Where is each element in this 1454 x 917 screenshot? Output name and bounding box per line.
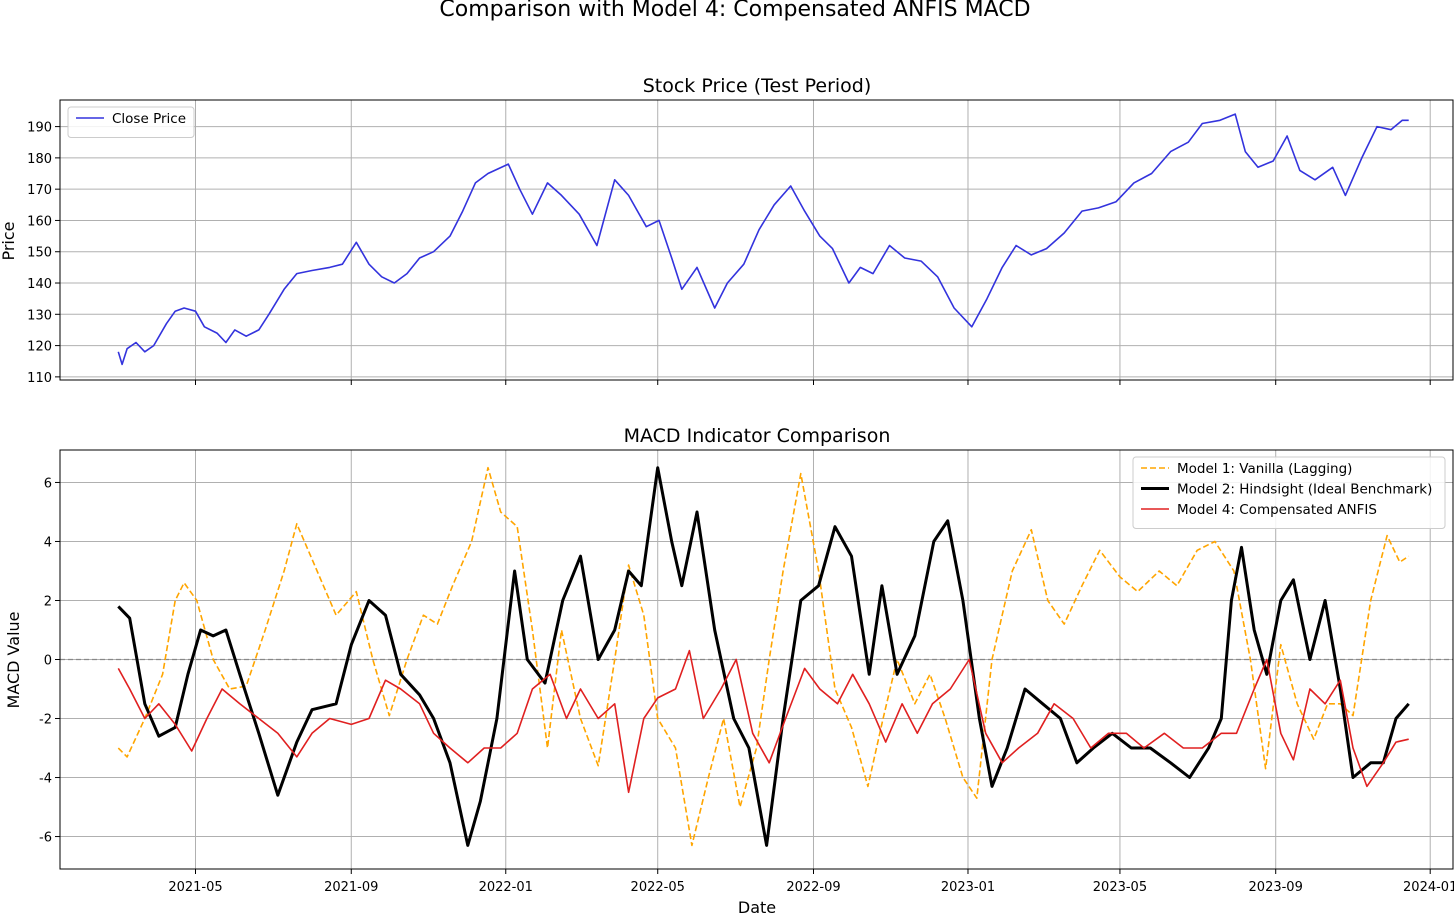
price-panel-title: Stock Price (Test Period) (643, 75, 872, 97)
macd-panel-ylabel: MACD Value (4, 612, 23, 709)
price-grid (60, 100, 1453, 380)
macd-legend-label-2: Model 4: Compensated ANFIS (1177, 502, 1377, 518)
macd-axes-frame (59, 449, 1454, 870)
macd-xtick-label-5: 2023-01 (941, 880, 995, 895)
macd-panel-xlabel: Date (738, 898, 776, 917)
macd-xtick-label-2: 2022-01 (479, 880, 533, 895)
price-legend-box (67, 106, 195, 138)
price-panel-ylabel: Price (0, 221, 18, 260)
macd-ytick-label-5: 4 (44, 535, 52, 550)
macd-legend-label-1: Model 2: Hindsight (Ideal Benchmark) (1177, 482, 1432, 498)
price-ytick-label-4: 150 (27, 246, 52, 261)
macd-series-0 (117, 466, 1410, 847)
macd-ytick-label-6: 6 (44, 476, 52, 491)
macd-ytick-label-0: -6 (39, 831, 52, 846)
macd-ytick-label-3: 0 (44, 654, 52, 669)
macd-panel-title: MACD Indicator Comparison (624, 425, 891, 447)
price-legend: Close Price (67, 106, 195, 138)
macd-xtick-label-7: 2023-09 (1249, 880, 1303, 895)
figure-suptitle: Comparison with Model 4: Compensated ANF… (439, 0, 1030, 22)
price-legend-label-0: Close Price (112, 111, 186, 127)
macd-xtick-label-8: 2024-01 (1403, 880, 1454, 895)
macd-ytick-label-4: 2 (44, 594, 52, 609)
price-ytick-label-6: 170 (27, 183, 52, 198)
price-series-0 (117, 113, 1409, 366)
price-ytick-label-1: 120 (27, 340, 52, 355)
price-ytick-label-0: 110 (27, 371, 52, 386)
macd-ytick-label-1: -4 (39, 772, 52, 787)
price-panel: Stock Price (Test Period) Price 110 120 13… (0, 75, 1454, 386)
macd-ytick-label-2: -2 (39, 713, 52, 728)
price-ytick-label-3: 140 (27, 277, 52, 292)
macd-legend-label-0: Model 1: Vanilla (Lagging) (1177, 461, 1352, 477)
price-axes-frame (59, 99, 1454, 381)
price-ytick-label-2: 130 (27, 308, 52, 323)
price-ytick-label-7: 180 (27, 152, 52, 167)
macd-xtick-label-4: 2022-09 (786, 880, 840, 895)
price-ytick-label-8: 190 (27, 121, 52, 136)
macd-xtick-label-3: 2022-05 (631, 880, 685, 895)
macd-xtick-label-0: 2021-05 (168, 880, 222, 895)
macd-series-1 (117, 466, 1410, 847)
macd-series-2 (117, 649, 1409, 794)
macd-legend: Model 1: Vanilla (Lagging) Model 2: Hinds… (1132, 456, 1446, 529)
macd-xtick-label-1: 2021-09 (324, 880, 378, 895)
macd-xtick-label-6: 2023-05 (1093, 880, 1147, 895)
macd-panel: MACD Indicator Comparison MACD Value Dat… (4, 425, 1454, 917)
macd-legend-box (1132, 456, 1446, 529)
price-ytick-label-5: 160 (27, 214, 52, 229)
